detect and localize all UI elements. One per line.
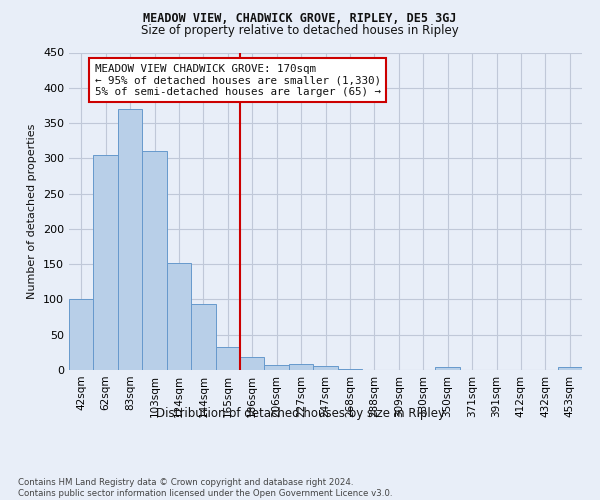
Bar bbox=[191, 304, 215, 370]
Bar bbox=[215, 346, 240, 370]
Text: Distribution of detached houses by size in Ripley: Distribution of detached houses by size … bbox=[155, 408, 445, 420]
Bar bbox=[94, 155, 118, 370]
Bar bbox=[557, 367, 582, 370]
Bar bbox=[338, 368, 362, 370]
Y-axis label: Number of detached properties: Number of detached properties bbox=[28, 124, 37, 299]
Text: MEADOW VIEW CHADWICK GROVE: 170sqm
← 95% of detached houses are smaller (1,330)
: MEADOW VIEW CHADWICK GROVE: 170sqm ← 95%… bbox=[95, 64, 380, 97]
Text: Contains HM Land Registry data © Crown copyright and database right 2024.
Contai: Contains HM Land Registry data © Crown c… bbox=[18, 478, 392, 498]
Text: Size of property relative to detached houses in Ripley: Size of property relative to detached ho… bbox=[141, 24, 459, 37]
Bar bbox=[167, 263, 191, 370]
Bar bbox=[118, 109, 142, 370]
Bar bbox=[69, 300, 94, 370]
Bar bbox=[142, 152, 167, 370]
Bar bbox=[313, 366, 338, 370]
Bar bbox=[265, 365, 289, 370]
Bar bbox=[289, 364, 313, 370]
Bar bbox=[240, 358, 265, 370]
Text: MEADOW VIEW, CHADWICK GROVE, RIPLEY, DE5 3GJ: MEADOW VIEW, CHADWICK GROVE, RIPLEY, DE5… bbox=[143, 12, 457, 26]
Bar bbox=[436, 367, 460, 370]
